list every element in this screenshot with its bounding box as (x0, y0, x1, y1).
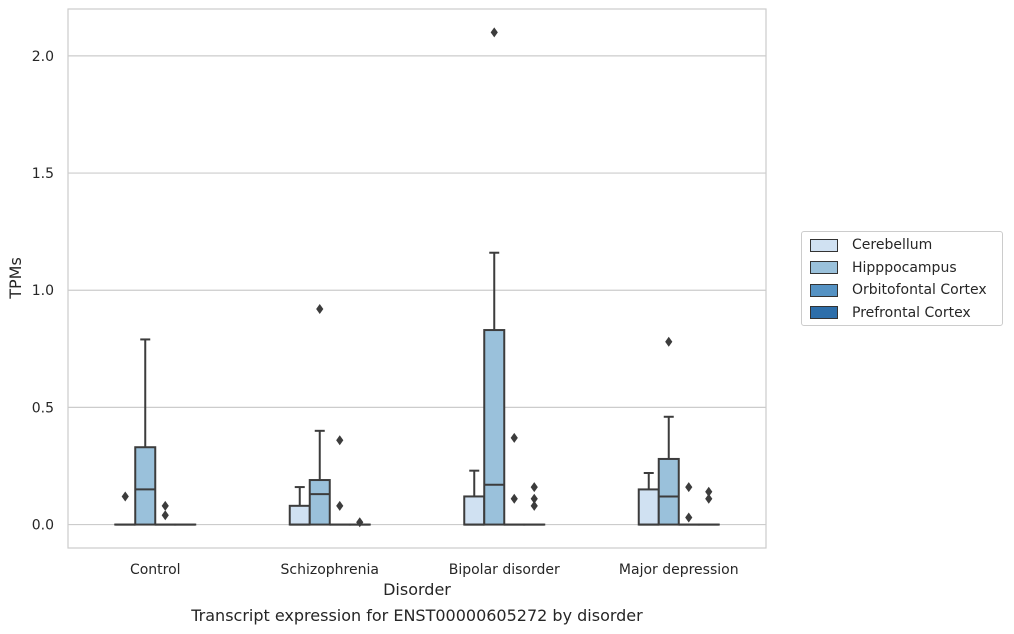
outlier-point (510, 432, 518, 443)
box-prefrontal-cortex (523, 482, 546, 526)
outlier-point (121, 491, 129, 502)
outlier-point (530, 482, 538, 493)
outlier-point (685, 482, 693, 493)
outlier-point (665, 336, 673, 347)
legend-item: Orbitofontal Cortex (810, 280, 987, 300)
y-tick-label: 2.0 (32, 49, 54, 65)
box-body (483, 329, 506, 526)
y-tick-label: 0.0 (32, 518, 54, 534)
x-tick-labels: Control Schizophrenia Bipolar disorder Majo… (130, 562, 739, 578)
box-body (637, 488, 660, 526)
legend-item: Hipppocampus (810, 258, 957, 278)
legend-swatch (810, 306, 838, 319)
box-prefrontal-cortex (697, 486, 720, 526)
box-body (134, 446, 157, 526)
box-hipppocampus (483, 27, 506, 526)
box-series (114, 27, 720, 528)
box-hipppocampus (657, 336, 680, 526)
box-cerebellum (288, 486, 311, 526)
legend-item: Cerebellum (810, 235, 932, 255)
box-cerebellum (637, 472, 660, 526)
y-tick-label: 1.0 (32, 283, 54, 299)
box-prefrontal-cortex (348, 517, 371, 528)
outlier-point (530, 493, 538, 504)
legend-swatch (810, 238, 838, 252)
box-hipppocampus (134, 338, 157, 526)
figure-caption: Transcript expression for ENST0000060527… (191, 606, 643, 625)
legend-label: Orbitofontal Cortex (852, 282, 987, 298)
legend-swatch (810, 261, 838, 274)
outlier-point (685, 512, 693, 523)
outlier-point (356, 517, 364, 528)
outlier-point (510, 493, 518, 504)
outlier-point (705, 486, 713, 497)
outlier-point (316, 303, 324, 314)
x-tick-label: Control (130, 562, 181, 578)
box-orbitofontal-cortex (328, 435, 351, 526)
outlier-point (161, 510, 169, 521)
legend-item: Prefrontal Cortex (810, 303, 971, 323)
x-tick-label: Bipolar disorder (449, 562, 560, 578)
plot-area-frame (67, 8, 767, 549)
y-tick-label: 0.5 (32, 400, 54, 416)
x-tick-label: Schizophrenia (281, 562, 379, 578)
outlier-point (161, 500, 169, 511)
box-orbitofontal-cortex (154, 500, 177, 526)
y-tick-label: 1.5 (32, 166, 54, 182)
y-tick-labels: 0.0 0.5 1.0 1.5 2.0 (32, 49, 54, 534)
outlier-point (530, 500, 538, 511)
box-body (308, 479, 331, 526)
box-hipppocampus (308, 303, 331, 526)
x-axis-label: Disorder (383, 580, 451, 599)
outlier-point (336, 435, 344, 446)
box-body (463, 495, 486, 526)
y-axis-label: TPMs (6, 257, 25, 300)
box-orbitofontal-cortex (677, 482, 700, 526)
box-body (288, 504, 311, 526)
box-orbitofontal-cortex (503, 432, 526, 526)
x-tick-label: Major depression (619, 562, 739, 578)
box-body (657, 457, 680, 526)
legend: Cerebellum Hipppocampus Orbitofontal Corte… (801, 231, 1003, 326)
legend-label: Cerebellum (852, 237, 933, 253)
legend-label: Prefrontal Cortex (852, 304, 971, 321)
legend-swatch (810, 283, 838, 297)
outlier-point (490, 27, 498, 38)
box-cerebellum (114, 491, 137, 526)
box-cerebellum (463, 469, 486, 526)
gridlines (68, 55, 766, 526)
legend-label: Hipppocampus (852, 259, 957, 276)
outlier-point (336, 500, 344, 511)
outlier-point (705, 493, 713, 504)
